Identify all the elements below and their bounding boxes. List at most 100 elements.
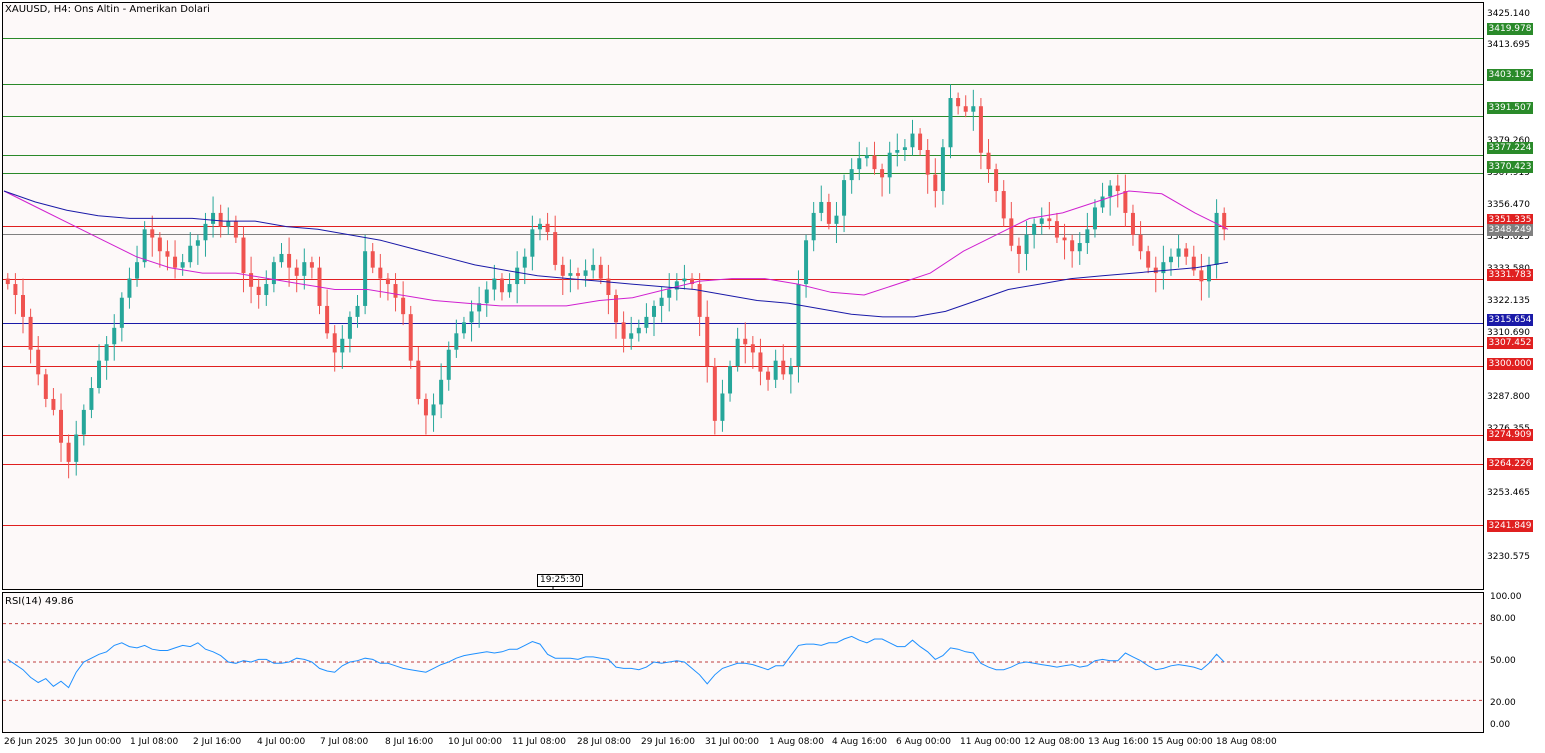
main-pane[interactable] — [2, 2, 1484, 590]
candle-body — [956, 98, 961, 107]
level-badge: 3331.783 — [1487, 269, 1533, 281]
candle-body — [157, 237, 162, 252]
candle-body — [826, 201, 831, 224]
candle-body — [89, 388, 94, 410]
candle-body — [446, 349, 451, 380]
candle-body — [180, 262, 185, 268]
candle-body — [781, 360, 786, 375]
candle-body — [644, 316, 649, 328]
candle-body — [887, 152, 892, 178]
price-tick: 3356.470 — [1487, 200, 1530, 210]
candle-body — [530, 229, 535, 257]
candle-body — [294, 267, 299, 276]
candlesticks — [5, 84, 1227, 479]
moving-averages — [3, 190, 1229, 318]
candle-body — [728, 366, 733, 394]
candle-body — [66, 442, 71, 462]
candle-body — [1024, 234, 1029, 254]
candle-body — [1100, 196, 1105, 208]
candle-body — [112, 327, 117, 345]
horizontal-levels — [3, 38, 1483, 526]
candle-body — [1062, 237, 1067, 241]
candle-body — [537, 223, 542, 230]
candle-body — [933, 174, 938, 192]
candle-body — [834, 215, 839, 224]
candle-body — [583, 270, 588, 276]
candle-body — [218, 212, 223, 227]
candle-body — [743, 338, 748, 345]
candle-body — [986, 152, 991, 170]
candle-body — [522, 256, 527, 268]
level-badge: 3307.452 — [1487, 337, 1533, 349]
rsi-level-label: 0.00 — [1490, 720, 1511, 730]
price-tick: 3230.575 — [1487, 552, 1530, 562]
candle-body — [1070, 240, 1075, 252]
candle-body — [804, 240, 809, 285]
candle-body — [705, 316, 710, 367]
candle-body — [880, 169, 885, 178]
candle-body — [355, 305, 360, 317]
candle-body — [416, 360, 421, 399]
price-tick: 3322.135 — [1487, 296, 1530, 306]
time-tick: 4 Aug 16:00 — [832, 737, 887, 747]
candle-body — [469, 311, 474, 323]
candle-body — [43, 374, 48, 399]
rsi-title: RSI(14) 49.86 — [5, 596, 74, 607]
candle-body — [393, 284, 398, 298]
candle-body — [241, 237, 246, 274]
candle-body — [1161, 262, 1166, 274]
candle-body — [461, 322, 466, 334]
time-tick: 1 Aug 08:00 — [769, 737, 824, 747]
candle-body — [1199, 270, 1204, 282]
time-tick: 18 Aug 08:00 — [1216, 737, 1277, 747]
candle-body — [1153, 267, 1158, 274]
candle-body — [682, 278, 687, 282]
time-tick: 11 Aug 00:00 — [960, 737, 1021, 747]
time-tick: 30 Jun 00:00 — [64, 737, 122, 747]
candle-body — [165, 251, 170, 257]
candle-body — [606, 278, 611, 295]
candle-body — [811, 212, 816, 241]
price-tick: 3425.140 — [1487, 9, 1530, 19]
candle-body — [226, 221, 231, 227]
candle-body — [256, 286, 261, 295]
candle-body — [591, 264, 596, 271]
candle-body — [340, 338, 345, 353]
level-badge: 3370.423 — [1487, 161, 1533, 173]
candle-body — [279, 253, 284, 263]
candle-body — [948, 98, 953, 148]
candle-body — [363, 251, 368, 306]
time-tick: 29 Jul 16:00 — [641, 737, 695, 747]
candle-body — [925, 150, 930, 175]
candle-body — [773, 360, 778, 380]
candle-body — [994, 169, 999, 192]
candle-body — [1214, 212, 1219, 265]
candle-body — [864, 155, 869, 159]
candle-body — [697, 284, 702, 317]
candle-body — [28, 316, 33, 350]
candle-body — [766, 371, 771, 380]
candle-body — [598, 264, 603, 279]
time-tick: 13 Aug 16:00 — [1088, 737, 1149, 747]
level-badge: 3391.507 — [1487, 102, 1533, 114]
level-badge: 3348.249 — [1487, 224, 1533, 236]
candle-body — [621, 322, 626, 339]
candle-body — [1115, 185, 1120, 192]
candle-body — [842, 180, 847, 216]
rsi-indicator — [3, 623, 1483, 701]
time-tick: 26 Jun 2025 — [4, 737, 59, 747]
candle-body — [1054, 221, 1059, 238]
candle-body — [142, 229, 147, 263]
candle-body — [439, 379, 444, 405]
rsi-level-label: 20.00 — [1490, 698, 1516, 708]
candle-body — [1168, 256, 1173, 263]
candle-body — [553, 232, 558, 265]
candle-body — [203, 223, 208, 241]
candle-body — [1138, 234, 1143, 252]
rsi-level-label: 100.00 — [1490, 592, 1522, 602]
candle-body — [188, 245, 193, 263]
time-tick: 28 Jul 08:00 — [577, 737, 631, 747]
candle-body — [378, 267, 383, 279]
